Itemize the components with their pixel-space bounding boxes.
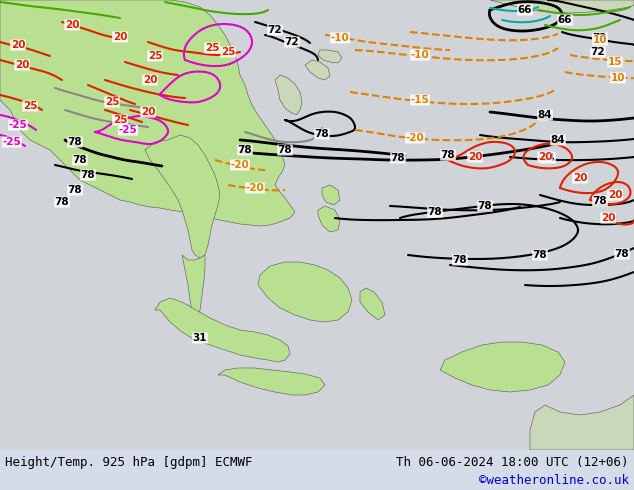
- Text: 78: 78: [73, 155, 87, 165]
- Text: 20: 20: [538, 152, 552, 162]
- Text: 72: 72: [591, 47, 605, 57]
- Text: 25: 25: [148, 51, 162, 61]
- Text: Th 06-06-2024 18:00 UTC (12+06): Th 06-06-2024 18:00 UTC (12+06): [396, 456, 629, 468]
- Text: -25: -25: [3, 137, 22, 147]
- Text: 20: 20: [15, 60, 29, 70]
- Text: 15: 15: [608, 57, 622, 67]
- Polygon shape: [258, 262, 352, 322]
- Text: 25: 25: [205, 43, 219, 53]
- Text: 78: 78: [278, 145, 292, 155]
- Text: 10: 10: [611, 73, 625, 83]
- Text: Height/Temp. 925 hPa [gdpm] ECMWF: Height/Temp. 925 hPa [gdpm] ECMWF: [5, 456, 252, 468]
- Text: 78: 78: [391, 153, 405, 163]
- Text: 10: 10: [593, 35, 607, 45]
- Polygon shape: [275, 75, 302, 115]
- Polygon shape: [322, 185, 340, 205]
- Polygon shape: [318, 50, 342, 63]
- Text: -10: -10: [411, 50, 429, 60]
- Text: 78: 78: [68, 137, 82, 147]
- Text: 78: 78: [238, 145, 252, 155]
- Text: 66: 66: [518, 5, 533, 15]
- Polygon shape: [145, 135, 220, 258]
- Text: 25: 25: [113, 115, 127, 125]
- Text: 72: 72: [593, 33, 607, 43]
- Text: 78: 78: [453, 255, 467, 265]
- Text: ©weatheronline.co.uk: ©weatheronline.co.uk: [479, 473, 629, 487]
- Text: 20: 20: [143, 75, 157, 85]
- Text: 78: 78: [81, 170, 95, 180]
- Polygon shape: [155, 298, 290, 362]
- Text: 25: 25: [221, 47, 235, 57]
- Text: 84: 84: [538, 110, 552, 120]
- Text: 78: 78: [441, 150, 455, 160]
- Polygon shape: [360, 288, 385, 320]
- Text: 84: 84: [541, 153, 555, 163]
- Polygon shape: [218, 368, 325, 395]
- Text: 20: 20: [608, 190, 622, 200]
- Text: -20: -20: [406, 133, 424, 143]
- Text: 20: 20: [141, 107, 155, 117]
- Polygon shape: [305, 60, 330, 80]
- Polygon shape: [440, 342, 565, 392]
- Text: 84: 84: [551, 135, 566, 145]
- Text: 78: 78: [533, 250, 547, 260]
- Text: 78: 78: [477, 201, 493, 211]
- Text: 78: 78: [593, 196, 607, 206]
- Text: 78: 78: [314, 129, 329, 139]
- Text: 20: 20: [65, 20, 79, 30]
- Text: 20: 20: [11, 40, 25, 50]
- Text: 66: 66: [558, 15, 573, 25]
- Text: 78: 78: [68, 185, 82, 195]
- Text: 25: 25: [23, 101, 37, 111]
- Text: 25: 25: [105, 97, 119, 107]
- Text: 20: 20: [468, 152, 482, 162]
- Text: -25: -25: [9, 120, 27, 130]
- Text: -15: -15: [411, 95, 429, 105]
- Text: 20: 20: [113, 32, 127, 42]
- Text: 78: 78: [428, 207, 443, 217]
- Text: 72: 72: [268, 25, 282, 35]
- Text: 78: 78: [615, 249, 630, 259]
- Text: 72: 72: [285, 37, 299, 47]
- Text: -10: -10: [330, 33, 349, 43]
- Text: 20: 20: [573, 173, 587, 183]
- Text: -20: -20: [231, 160, 249, 170]
- Text: -25: -25: [119, 125, 138, 135]
- Polygon shape: [0, 0, 295, 226]
- Text: 31: 31: [193, 333, 207, 343]
- Polygon shape: [530, 395, 634, 450]
- Polygon shape: [490, 0, 634, 13]
- Polygon shape: [318, 206, 340, 232]
- Text: 20: 20: [601, 213, 615, 223]
- Text: -20: -20: [245, 183, 264, 193]
- Polygon shape: [182, 255, 205, 325]
- Text: 78: 78: [55, 197, 69, 207]
